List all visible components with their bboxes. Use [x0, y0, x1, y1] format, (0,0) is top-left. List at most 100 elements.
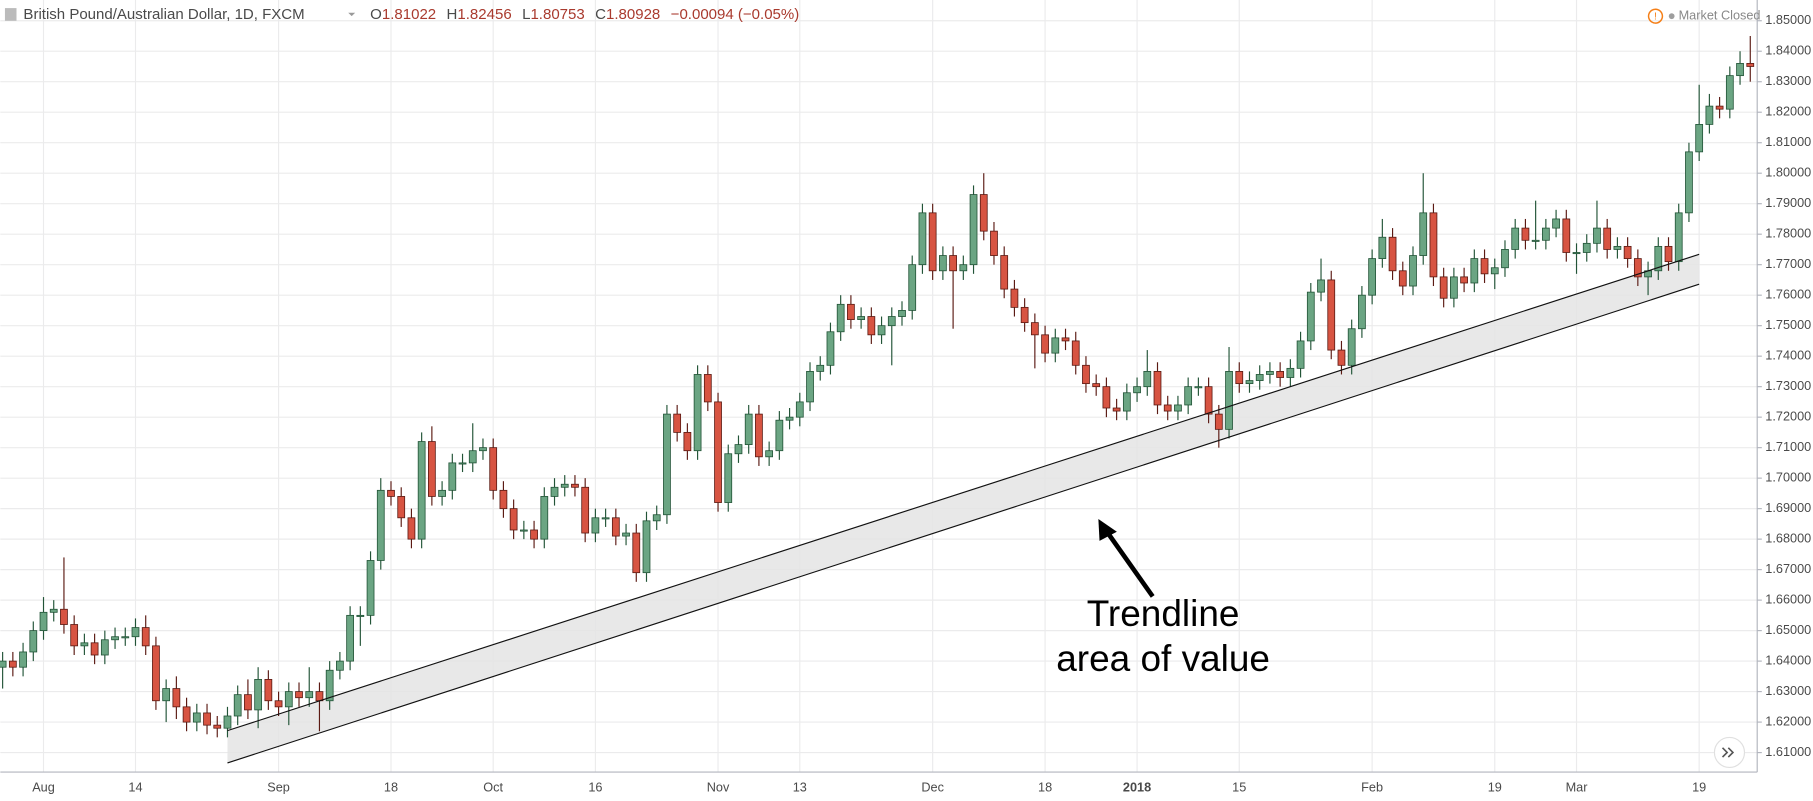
candle-body [448, 462, 457, 491]
dropdown-caret[interactable] [348, 12, 356, 17]
candle-body [898, 310, 906, 317]
candle-body [489, 447, 498, 491]
y-tick-label: 1.75000 [1765, 317, 1811, 332]
candle-body [622, 532, 630, 537]
candle-body [60, 608, 68, 625]
candle-body [775, 419, 784, 452]
candle-body [8, 660, 17, 668]
candle-body [611, 517, 620, 537]
candle-body [1368, 258, 1376, 296]
candle-body [366, 560, 375, 616]
x-tick-label: Feb [1361, 780, 1383, 795]
candle-body [1041, 334, 1049, 354]
candle-body [0, 660, 7, 668]
candle-body [1235, 371, 1244, 385]
candle-body [939, 255, 947, 272]
candle-body [80, 642, 89, 647]
candle-body [233, 694, 242, 717]
candle-body [100, 639, 109, 656]
candle-body [468, 450, 477, 464]
candle-body [806, 371, 814, 403]
y-tick-label: 1.61000 [1765, 744, 1811, 759]
y-tick-label: 1.85000 [1765, 12, 1811, 27]
candle-body [887, 316, 896, 327]
trendline [227, 283, 1700, 764]
candle-body [428, 441, 436, 497]
candle-body [458, 462, 467, 465]
candle-body [1470, 258, 1479, 284]
candle-body [693, 374, 702, 452]
candle-body [213, 724, 222, 729]
candle-body [1562, 218, 1571, 253]
legend-value: 1.82456 [457, 6, 511, 23]
candle-body [816, 364, 825, 372]
candle-body [1603, 227, 1612, 250]
candle-body [969, 194, 978, 266]
candle-body [70, 624, 79, 647]
candle-body [152, 645, 160, 702]
candle-body [336, 660, 344, 671]
candle-body [601, 517, 610, 520]
x-tick-label: 18 [384, 780, 398, 795]
candle-body [785, 416, 794, 421]
candle-body [1102, 386, 1111, 409]
candle-body [1327, 279, 1336, 351]
candle-body [1521, 227, 1530, 241]
candle-body [479, 447, 487, 452]
candle-body [1531, 239, 1540, 242]
candle-body [826, 331, 835, 366]
warning-icon[interactable] [1647, 8, 1664, 24]
candle-body [305, 691, 314, 699]
y-tick-label: 1.76000 [1765, 287, 1811, 302]
y-tick-label: 1.83000 [1765, 73, 1811, 88]
candle-body [407, 517, 416, 540]
candle-body [203, 712, 211, 726]
candle-body [376, 489, 385, 561]
candle-body [836, 303, 845, 333]
candle-body [1664, 245, 1673, 263]
candle-body [979, 194, 988, 232]
x-tick-label: 15 [1232, 780, 1246, 795]
candle-body [387, 489, 395, 497]
y-tick-label: 1.66000 [1765, 591, 1811, 606]
candle-body [703, 374, 712, 403]
symbol-title[interactable]: British Pound/Australian Dollar, 1D, FXC… [23, 6, 304, 23]
market-status: Market Closed [1679, 8, 1761, 23]
axes: 1.61000 1.62000 1.63000 1.64000 1.65000 1.660… [32, 12, 1811, 795]
candle-body [499, 489, 508, 510]
scroll-button[interactable] [1713, 736, 1746, 769]
candle-body [49, 608, 58, 613]
candle-body [1695, 124, 1704, 153]
candle-body [877, 325, 886, 336]
candle-body [1174, 404, 1182, 412]
x-tick-label: Nov [707, 780, 730, 795]
y-tick-label: 1.64000 [1765, 652, 1811, 667]
candle-body [1736, 63, 1744, 77]
candle-body [254, 678, 263, 711]
candle-body [29, 630, 38, 653]
legend-label: L [522, 6, 530, 23]
candle-body [652, 514, 661, 522]
candle-body [1143, 371, 1152, 388]
candle-body [1439, 276, 1448, 299]
candle-body [1501, 249, 1509, 269]
x-tick-label: Mar [1566, 780, 1589, 795]
candle-body [765, 450, 774, 458]
candle-body [1674, 212, 1683, 263]
y-tick-label: 1.78000 [1765, 226, 1811, 241]
candle-body [182, 706, 191, 723]
annotation-text: area of value [1056, 638, 1270, 679]
candle-body [734, 444, 743, 455]
candle-body [90, 642, 99, 656]
candle-body [918, 212, 927, 266]
y-tick-label: 1.82000 [1765, 104, 1811, 119]
y-tick-label: 1.81000 [1765, 134, 1811, 149]
y-tick-label: 1.65000 [1765, 622, 1811, 637]
candle-body [1051, 337, 1060, 354]
candle-body [1623, 245, 1632, 259]
candle-body [141, 627, 150, 647]
